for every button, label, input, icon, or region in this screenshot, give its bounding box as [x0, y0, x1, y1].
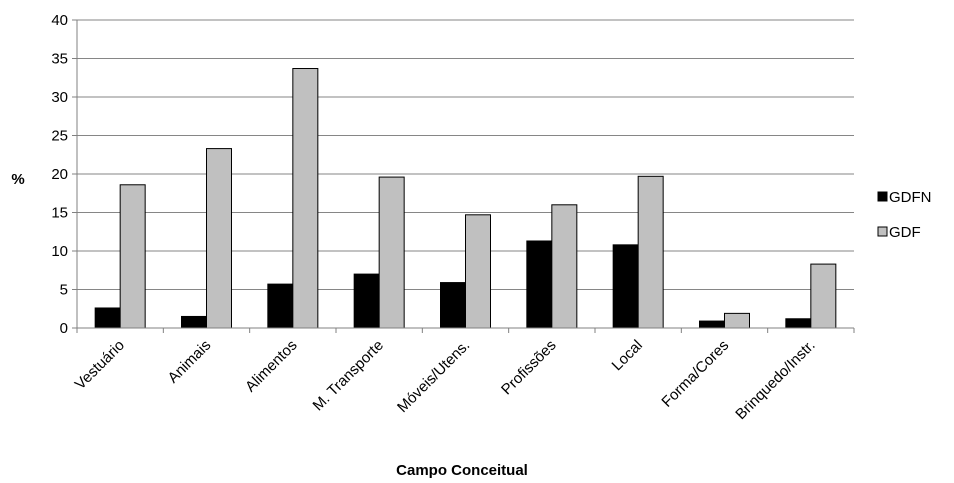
y-axis-label: % — [11, 171, 24, 188]
y-tick-label: 15 — [51, 205, 68, 222]
bar-gdfn-6 — [612, 244, 639, 329]
bar-gdfn-1 — [181, 315, 207, 329]
y-tick-label: 30 — [51, 89, 68, 106]
x-tick-label: M. Transporte — [310, 337, 387, 414]
bar-gdf-7 — [724, 312, 750, 329]
bar-gdf-8 — [810, 263, 837, 329]
legend-label-gdf: GDF — [889, 224, 921, 241]
x-tick-label: Animais — [165, 337, 215, 387]
bar-gdf-4 — [465, 214, 491, 329]
x-tick-label: Móveis/Utens. — [394, 337, 473, 416]
legend-swatch-gdf — [877, 226, 888, 237]
y-tick-label: 20 — [51, 166, 68, 183]
x-tick-label: Profissões — [498, 337, 560, 399]
bar-gdf-1 — [206, 148, 232, 329]
legend: GDFN GDF — [877, 189, 932, 241]
axes — [76, 20, 854, 329]
bar-gdfn-2 — [267, 283, 294, 329]
bar-gdf-2 — [292, 68, 319, 329]
bars — [94, 68, 837, 329]
x-axis-label: Campo Conceitual — [396, 462, 528, 479]
y-tick-label: 25 — [51, 128, 68, 145]
x-tick-label: Vestuário — [72, 337, 128, 393]
x-tick-labels: Vestuário Animais Alimentos M. Transporte Mó… — [72, 337, 819, 423]
x-tick-label: Brinquedo/Instr. — [732, 337, 818, 423]
y-tick-label: 35 — [51, 51, 68, 68]
x-tick-label: Local — [609, 337, 646, 374]
bar-gdf-3 — [378, 176, 405, 329]
bar-gdfn-5 — [526, 240, 553, 329]
bar-gdfn-0 — [94, 307, 121, 329]
y-tick-labels: 0 5 10 15 20 25 30 35 40 — [51, 12, 68, 337]
x-tick-label: Forma/Cores — [658, 337, 732, 411]
bar-gdfn-7 — [699, 320, 725, 329]
bar-gdf-5 — [551, 204, 578, 329]
y-tick-label: 0 — [60, 320, 68, 337]
x-tick-label: Alimentos — [242, 337, 301, 396]
bar-gdf-6 — [637, 175, 664, 329]
bar-gdfn-8 — [785, 318, 812, 329]
y-tick-label: 40 — [51, 12, 68, 29]
y-tick-label: 10 — [51, 243, 68, 260]
bar-gdfn-4 — [440, 282, 466, 329]
bar-gdfn-3 — [353, 273, 380, 329]
bar-gdf-0 — [119, 184, 146, 329]
legend-label-gdfn: GDFN — [889, 189, 932, 206]
legend-swatch-gdfn — [877, 191, 888, 202]
y-tick-label: 5 — [60, 282, 68, 299]
